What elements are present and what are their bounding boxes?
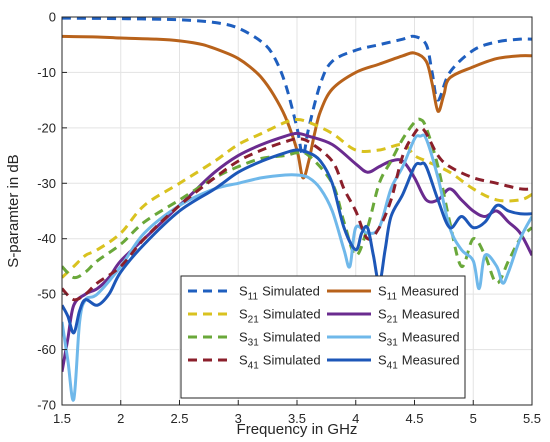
legend-label-tail: Simulated <box>263 307 321 322</box>
series-line-41-measured <box>62 148 532 335</box>
x-tick-label: 5.5 <box>523 411 541 426</box>
legend-entry-label: S41 Simulated <box>239 353 321 372</box>
y-axis-label: S-paramter in dB <box>5 154 22 267</box>
y-tick-label: -20 <box>37 120 56 135</box>
legend-entry-label: S31 Measured <box>378 330 460 349</box>
series-line-11-simulated <box>62 17 532 158</box>
legend-label-tail: Simulated <box>263 330 321 345</box>
legend-entry-label: S41 Measured <box>378 353 460 372</box>
legend-label-main: S <box>239 284 248 299</box>
legend-label-tail: Measured <box>402 353 460 368</box>
legend-label-main: S <box>378 284 387 299</box>
legend-label-tail: Measured <box>402 307 460 322</box>
legend-box <box>180 275 466 399</box>
legend-label-subscript: 31 <box>387 338 399 349</box>
legend-label-main: S <box>378 353 387 368</box>
legend-entry-label: S11 Measured <box>378 284 459 303</box>
legend-label-subscript: 11 <box>387 292 398 303</box>
x-tick-label: 3.5 <box>288 411 306 426</box>
series-line-11-measured <box>62 34 532 180</box>
series-line-21-simulated <box>62 118 532 279</box>
legend-label-subscript: 11 <box>248 292 259 303</box>
y-tick-label: -10 <box>37 65 56 80</box>
legend-label-tail: Simulated <box>263 353 321 368</box>
tick-labels: 1.5 2 2.5 3 3.5 4 4.5 5 5.5 0 -10 -20 -30 -40 -50 -60 -7… <box>37 10 541 427</box>
legend-entry-label: S21 Measured <box>378 307 460 326</box>
y-tick-label: -60 <box>37 342 56 357</box>
legend-label-subscript: 21 <box>248 315 260 326</box>
series-line-31-measured <box>62 133 532 402</box>
legend-label-tail: Measured <box>401 284 459 299</box>
legend-label-tail: Simulated <box>262 284 320 299</box>
legend-label-main: S <box>239 353 248 368</box>
y-tick-label: -30 <box>37 176 56 191</box>
legend-label-main: S <box>239 307 248 322</box>
x-tick-label: 4.5 <box>405 411 423 426</box>
legend-entry-label: S11 Simulated <box>239 284 320 303</box>
y-tick-label: -70 <box>37 398 56 413</box>
legend-label-tail: Measured <box>402 330 460 345</box>
x-tick-label: 2.5 <box>170 411 188 426</box>
legend-label-subscript: 31 <box>248 338 260 349</box>
x-tick-label: 4 <box>352 411 359 426</box>
x-tick-label: 3 <box>235 411 242 426</box>
x-tick-label: 1.5 <box>53 411 71 426</box>
y-tick-label: -40 <box>37 231 56 246</box>
series-line-31-simulated <box>62 117 532 285</box>
legend-entry-label: S31 Simulated <box>239 330 321 349</box>
x-axis-label: Frequency in GHz <box>237 421 358 438</box>
legend-label-main: S <box>378 330 387 345</box>
legend-label-main: S <box>239 330 248 345</box>
series-line-41-simulated <box>62 126 532 302</box>
y-tick-label: -50 <box>37 287 56 302</box>
legend-label-subscript: 41 <box>248 361 260 372</box>
y-tick-label: 0 <box>49 10 56 25</box>
legend-entry-label: S21 Simulated <box>239 307 321 326</box>
legend-label-subscript: 21 <box>387 315 399 326</box>
legend-label-subscript: 41 <box>387 361 399 372</box>
series-lines <box>62 17 532 402</box>
x-tick-label: 5 <box>470 411 477 426</box>
x-tick-label: 2 <box>117 411 124 426</box>
legend-label-main: S <box>378 307 387 322</box>
